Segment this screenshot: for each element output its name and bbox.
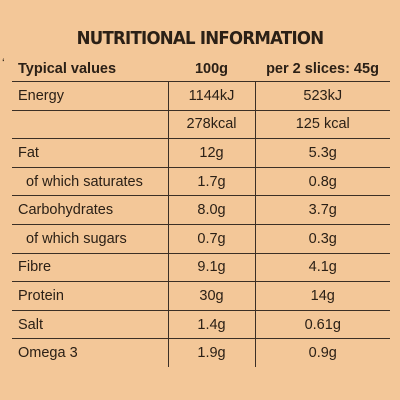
table-row: Fibre 9.1g 4.1g (12, 252, 390, 283)
table-row: Omega 3 1.9g 0.9g (12, 338, 390, 367)
row-label: of which saturates (12, 166, 169, 197)
row-value-per-100g: 12g (167, 138, 256, 168)
table-row: Salt 1.4g 0.61g (12, 309, 390, 340)
row-value-per-serving: 0.3g (254, 223, 390, 254)
row-value-per-serving: 0.8g (254, 166, 390, 197)
stray-mark: ‘ (2, 56, 5, 70)
table-row: 278kcal 125 kcal (12, 109, 390, 140)
row-value-per-100g: 30g (167, 281, 256, 311)
table-row: Protein 30g 14g (12, 281, 390, 311)
nutrition-table: Typical values 100g per 2 slices: 45g En… (12, 56, 390, 367)
row-value-per-100g: 278kcal (167, 109, 256, 140)
table-row: of which saturates 1.7g 0.8g (12, 166, 390, 197)
table-row: of which sugars 0.7g 0.3g (12, 223, 390, 254)
row-label: of which sugars (12, 223, 169, 254)
table-header-row: Typical values 100g per 2 slices: 45g (12, 56, 390, 82)
row-value-per-serving: 523kJ (254, 81, 390, 111)
table-row: Energy 1144kJ 523kJ (12, 81, 390, 111)
row-label (12, 109, 169, 140)
row-label: Protein (12, 281, 169, 311)
row-label: Omega 3 (12, 338, 169, 367)
row-label: Salt (12, 309, 169, 340)
row-value-per-100g: 1144kJ (167, 81, 256, 111)
header-per-serving: per 2 slices: 45g (255, 56, 390, 82)
header-per-100g: 100g (168, 56, 255, 82)
row-value-per-serving: 0.61g (254, 309, 390, 340)
row-value-per-serving: 125 kcal (254, 109, 390, 140)
row-value-per-100g: 1.9g (167, 338, 256, 367)
row-value-per-serving: 14g (254, 281, 390, 311)
row-value-per-100g: 0.7g (167, 223, 256, 254)
row-value-per-serving: 0.9g (254, 338, 390, 367)
row-label: Fat (12, 138, 169, 168)
row-label: Fibre (12, 252, 169, 283)
row-value-per-100g: 9.1g (167, 252, 256, 283)
row-value-per-serving: 5.3g (254, 138, 390, 168)
row-value-per-100g: 8.0g (167, 195, 256, 225)
table-row: Fat 12g 5.3g (12, 138, 390, 168)
row-label: Energy (12, 81, 169, 111)
table-row: Carbohydrates 8.0g 3.7g (12, 195, 390, 225)
row-value-per-serving: 4.1g (254, 252, 390, 283)
row-value-per-100g: 1.4g (167, 309, 256, 340)
header-typical-values: Typical values (12, 56, 168, 82)
row-value-per-100g: 1.7g (167, 166, 256, 197)
row-value-per-serving: 3.7g (254, 195, 390, 225)
row-label: Carbohydrates (12, 195, 169, 225)
page-title: NUTRITIONAL INFORMATION (76, 28, 324, 49)
